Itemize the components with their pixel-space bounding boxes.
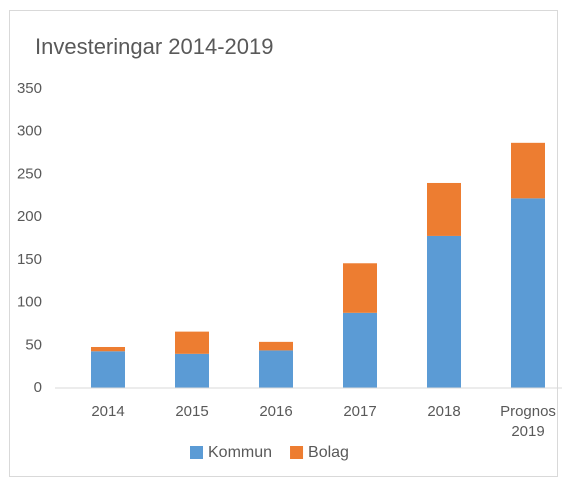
bar <box>91 351 125 388</box>
x-tick-label: 2015 <box>175 403 208 420</box>
y-tick-label: 0 <box>34 379 42 396</box>
bar <box>427 235 461 388</box>
y-tick-label: 300 <box>17 123 42 140</box>
bar <box>259 341 293 351</box>
legend-label: Kommun <box>208 444 272 461</box>
legend-swatch <box>290 446 304 459</box>
x-tick-label: 2018 <box>427 403 460 420</box>
y-tick-label: 250 <box>17 165 42 182</box>
bar <box>427 182 461 236</box>
legend-label: Bolag <box>308 444 349 461</box>
legend-swatch <box>190 446 203 459</box>
y-tick-label: 50 <box>25 336 42 353</box>
bar <box>259 350 293 388</box>
x-tick-label: 2017 <box>343 403 376 420</box>
x-tick-label: 2016 <box>259 403 292 420</box>
y-tick-label: 200 <box>17 208 42 225</box>
bar <box>91 346 125 352</box>
bar <box>511 142 545 199</box>
chart-title: Investeringar 2014-2019 <box>35 34 274 59</box>
y-tick-label: 150 <box>17 251 42 268</box>
y-tick-label: 100 <box>17 294 42 311</box>
bar <box>343 263 377 313</box>
bar <box>343 312 377 388</box>
chart-border <box>9 10 558 477</box>
bar <box>175 331 209 354</box>
x-tick-label: 2014 <box>91 403 124 420</box>
bar <box>511 198 545 388</box>
y-tick-label: 350 <box>17 80 42 97</box>
bar <box>175 353 209 388</box>
x-tick-label: Prognos 2019 <box>500 403 556 440</box>
